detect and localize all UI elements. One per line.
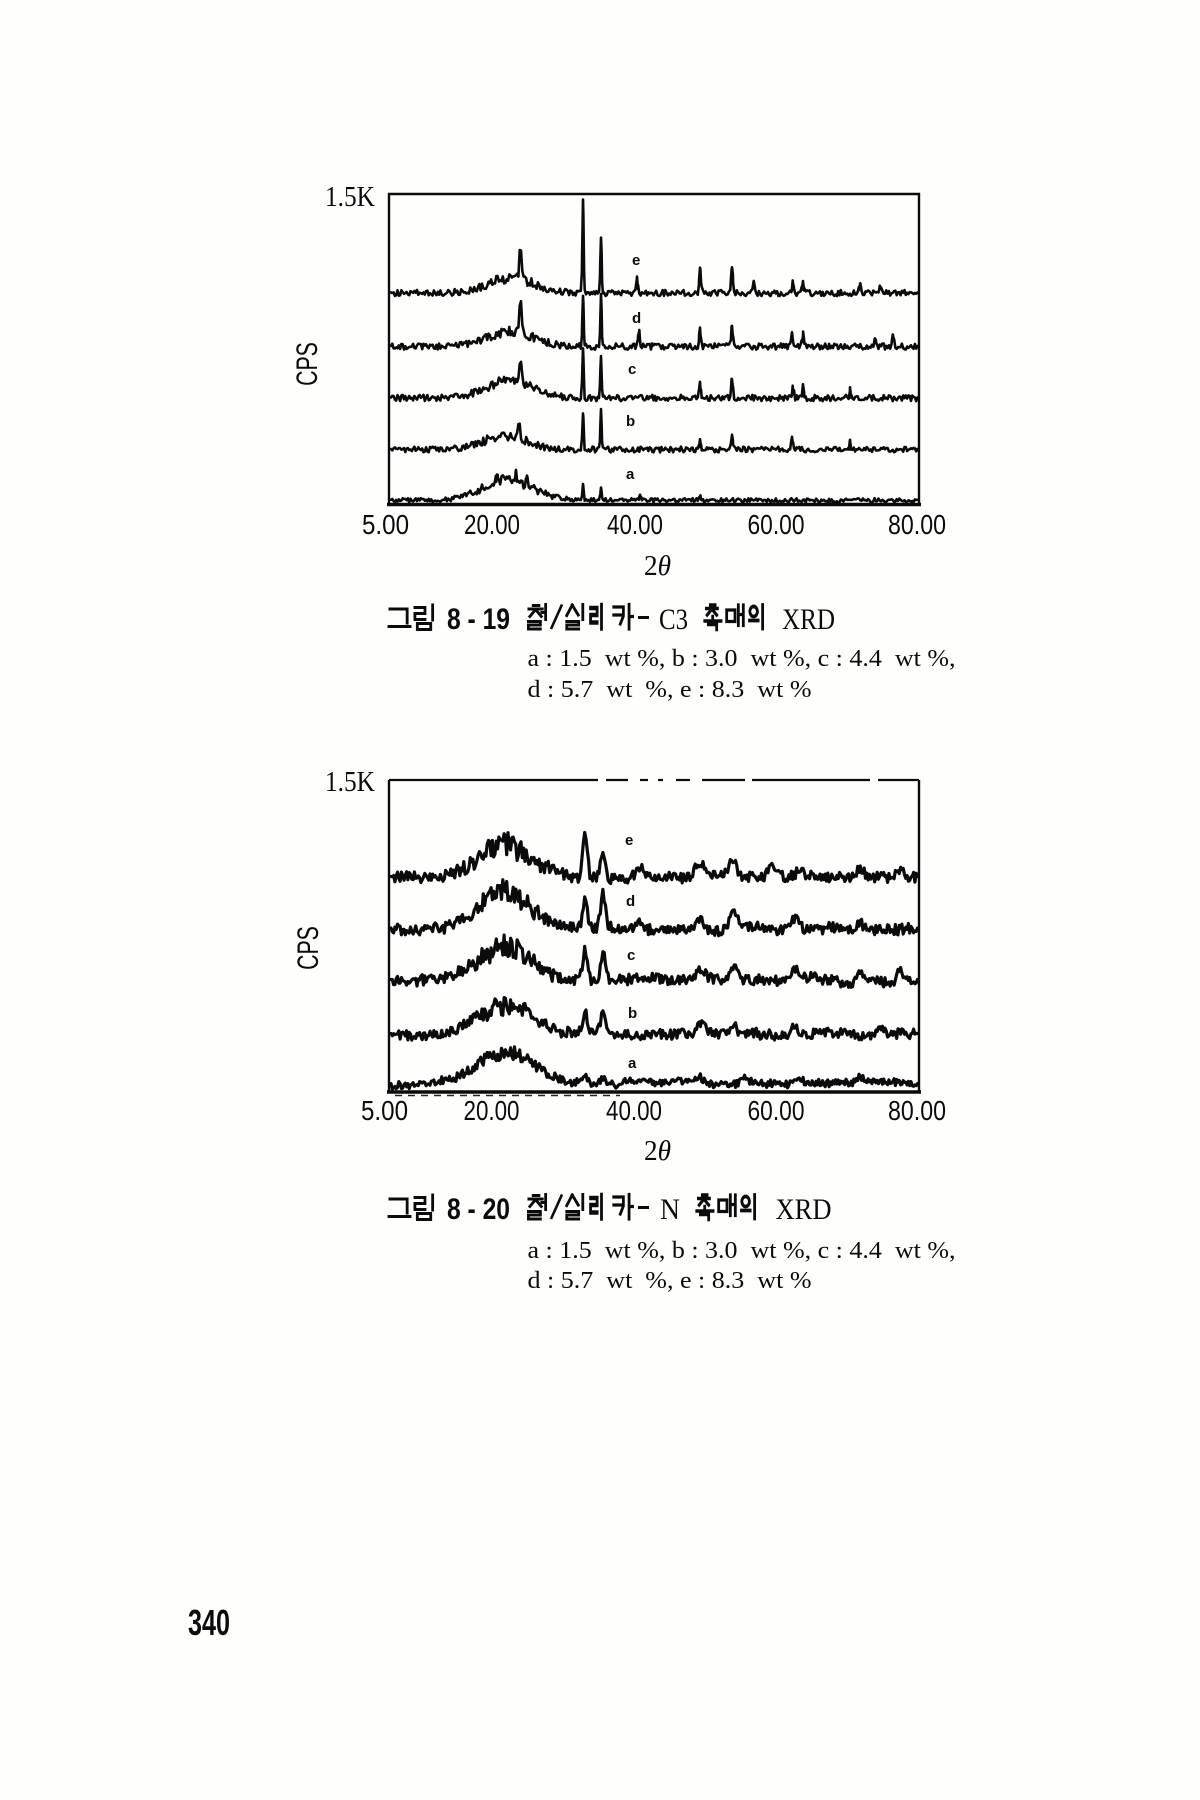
svg-text:80.00: 80.00 xyxy=(888,509,946,540)
svg-text:d : 5.7 wt %, e : 8.3 wt %: d : 5.7 wt %, e : 8.3 wt % xyxy=(528,1268,812,1294)
svg-text:e: e xyxy=(625,832,633,849)
svg-text:d: d xyxy=(626,893,635,910)
svg-text:a: a xyxy=(628,1055,637,1072)
svg-text:8 - 20: 8 - 20 xyxy=(447,1193,510,1226)
svg-text:d : 5.7 wt %, e : 8.3 wt %: d : 5.7 wt %, e : 8.3 wt % xyxy=(528,677,812,703)
svg-text:c: c xyxy=(628,361,636,378)
svg-text:a : 1.5 wt %, b : 3.0 wt %,: a : 1.5 wt %, b : 3.0 wt %, c : 4.4 wt %… xyxy=(528,1238,956,1264)
svg-text:b: b xyxy=(626,413,635,430)
svg-text:C3: C3 xyxy=(659,603,688,636)
svg-text:a: a xyxy=(626,466,635,483)
svg-text:80.00: 80.00 xyxy=(888,1095,946,1126)
svg-text:CPS: CPS xyxy=(290,926,325,970)
svg-text:2θ: 2θ xyxy=(644,1136,671,1167)
svg-text:60.00: 60.00 xyxy=(748,509,805,540)
svg-text:XRD: XRD xyxy=(782,603,835,636)
svg-text:40.00: 40.00 xyxy=(607,509,663,540)
svg-text:5.00: 5.00 xyxy=(362,509,409,540)
svg-text:20.00: 20.00 xyxy=(464,509,520,540)
svg-text:c: c xyxy=(627,947,635,964)
svg-text:b: b xyxy=(628,1005,637,1022)
svg-text:20.00: 20.00 xyxy=(464,1095,520,1126)
svg-text:40.00: 40.00 xyxy=(606,1095,662,1126)
svg-text:2θ: 2θ xyxy=(644,551,671,582)
svg-text:d: d xyxy=(632,310,641,327)
svg-text:a : 1.5 wt %, b : 3.0 wt %,: a : 1.5 wt %, b : 3.0 wt %, c : 4.4 wt %… xyxy=(528,646,956,672)
svg-text:8 - 19: 8 - 19 xyxy=(447,603,510,636)
svg-text:1.5K: 1.5K xyxy=(325,182,375,213)
svg-text:60.00: 60.00 xyxy=(748,1095,805,1126)
svg-text:340: 340 xyxy=(188,1602,230,1643)
svg-text:N: N xyxy=(660,1193,680,1226)
svg-text:e: e xyxy=(632,252,640,269)
svg-text:1.5K: 1.5K xyxy=(325,767,375,798)
svg-text:XRD: XRD xyxy=(776,1193,832,1226)
svg-text:CPS: CPS xyxy=(289,342,324,386)
svg-text:5.00: 5.00 xyxy=(361,1095,408,1126)
